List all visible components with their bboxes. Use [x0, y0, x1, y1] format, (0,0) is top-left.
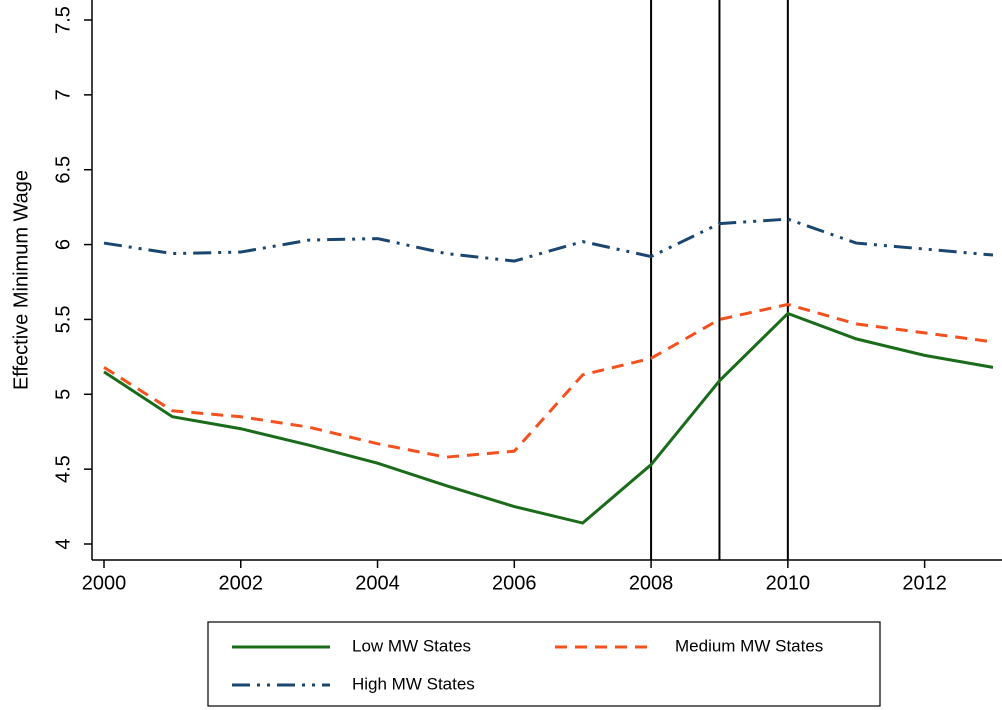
x-tick-label: 2006 — [492, 572, 537, 594]
x-tick-label: 2008 — [629, 572, 674, 594]
series-line — [103, 302, 994, 459]
y-tick-label: 5.5 — [52, 306, 74, 334]
legend-box — [207, 621, 881, 707]
legend-label: Medium MW States — [675, 636, 823, 655]
legend-label: Low MW States — [352, 636, 471, 655]
legend-label: High MW States — [352, 674, 475, 693]
y-tick-label: 6 — [52, 239, 74, 250]
x-tick-label: 2002 — [219, 572, 264, 594]
y-tick-label: 4.5 — [52, 455, 74, 483]
x-tick-label: 2000 — [82, 572, 127, 594]
series-line — [103, 311, 994, 525]
y-tick-label: 7 — [52, 89, 74, 100]
x-tick-label: 2004 — [355, 572, 400, 594]
y-tick-label: 6.5 — [52, 156, 74, 184]
y-axis-label: Effective Minimum Wage — [10, 170, 32, 390]
y-tick-label: 4 — [52, 538, 74, 549]
y-tick-label: 5 — [52, 389, 74, 400]
series-line — [103, 217, 994, 263]
y-tick-label: 7.5 — [52, 6, 74, 34]
x-tick-label: 2010 — [766, 572, 811, 594]
x-tick-label: 2012 — [902, 572, 947, 594]
